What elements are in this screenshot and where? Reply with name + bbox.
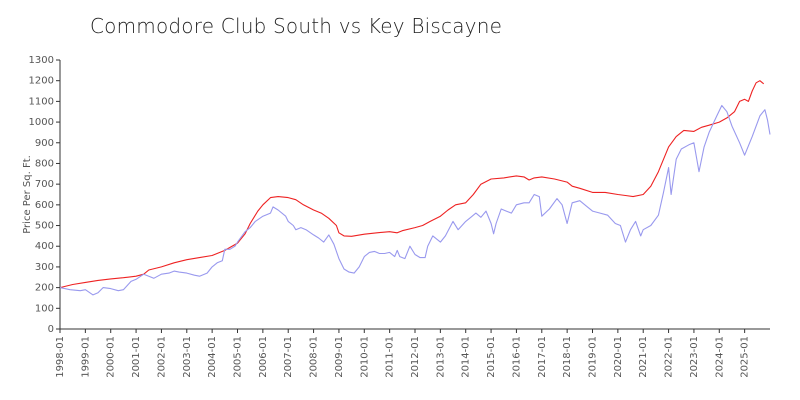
x-tick-label: 2002-01 [156,336,167,378]
chart-title: Commodore Club South vs Key Biscayne [90,14,503,38]
x-tick-label: 2023-01 [689,336,700,378]
y-tick-label: 200 [35,283,54,294]
x-tick-label: 2000-01 [106,336,117,378]
x-tick-label: 2010-01 [359,336,370,378]
y-tick-label: 1300 [29,55,54,66]
x-tick-label: 2007-01 [283,336,294,378]
y-tick-label: 800 [35,158,54,169]
x-tick-label: 2011-01 [385,336,396,378]
x-tick-label: 2008-01 [309,336,320,378]
x-tick-label: 2019-01 [588,336,599,378]
series-line-2 [59,104,771,296]
y-tick-label: 1100 [29,96,54,107]
y-tick-label: 0 [48,324,54,335]
x-tick-label: 2014-01 [461,336,472,378]
y-tick-label: 300 [35,262,54,273]
y-tick-label: 900 [35,138,54,149]
y-tick-label: 500 [35,221,54,232]
y-tick-label: 400 [35,241,54,252]
x-tick-label: 2018-01 [562,336,573,378]
x-tick-label: 1998-01 [55,336,66,378]
y-tick-label: 1200 [29,76,54,87]
y-tick-label: 700 [35,179,54,190]
y-axis-label: Price Per Sq. Ft. [22,155,33,234]
x-tick-label: 2021-01 [638,336,649,378]
x-tick-label: 2001-01 [131,336,142,378]
x-tick-label: 1999-01 [80,336,91,378]
y-tick-label: 100 [35,303,54,314]
x-tick-label: 2003-01 [182,336,193,378]
y-tick-label: 1000 [29,117,54,128]
x-tick-label: 2013-01 [435,336,446,378]
x-tick-label: 2012-01 [410,336,421,378]
x-tick-label: 2006-01 [258,336,269,378]
x-tick-label: 2022-01 [664,336,675,378]
series-line-1 [59,80,765,289]
x-tick-label: 2004-01 [207,336,218,378]
y-tick-label: 600 [35,200,54,211]
x-tick-label: 2025-01 [740,336,751,378]
x-tick-label: 2020-01 [613,336,624,378]
x-tick-label: 2017-01 [537,336,548,378]
x-tick-label: 2015-01 [486,336,497,378]
x-tick-label: 2005-01 [233,336,244,378]
x-tick-label: 2024-01 [714,336,725,378]
x-tick-label: 2016-01 [511,336,522,378]
x-tick-label: 2009-01 [334,336,345,378]
